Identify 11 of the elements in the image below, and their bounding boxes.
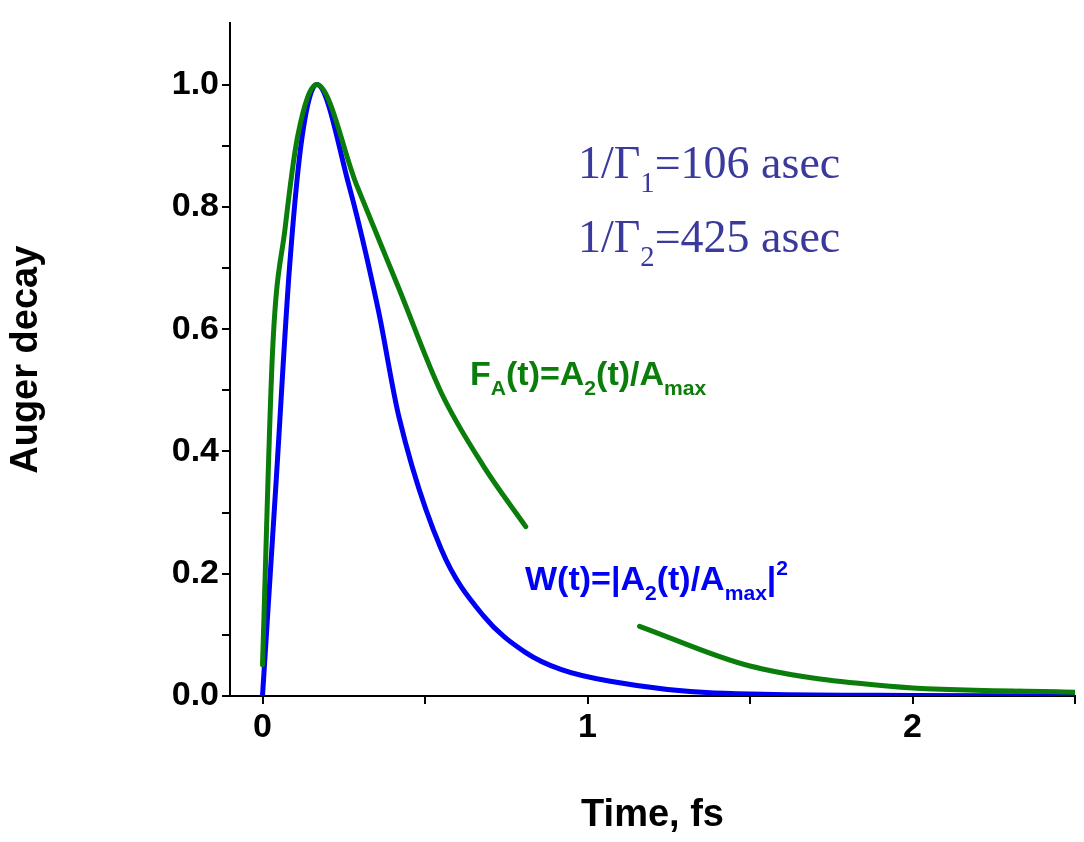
x-axis-title: Time, fs — [581, 791, 724, 834]
x-tick-label: 0 — [253, 705, 272, 744]
y-tick-label: 0.8 — [171, 185, 219, 224]
y-tick-label: 1.0 — [171, 62, 219, 101]
y-tick-label: 0.4 — [171, 429, 220, 468]
y-axis-title: Auger decay — [3, 245, 46, 474]
x-tick-label: 1 — [578, 705, 597, 744]
y-tick-label: 0.6 — [171, 307, 219, 346]
y-tick-label: 0.0 — [171, 674, 219, 713]
y-tick-label: 0.2 — [171, 552, 219, 591]
x-tick-label: 2 — [903, 705, 922, 744]
